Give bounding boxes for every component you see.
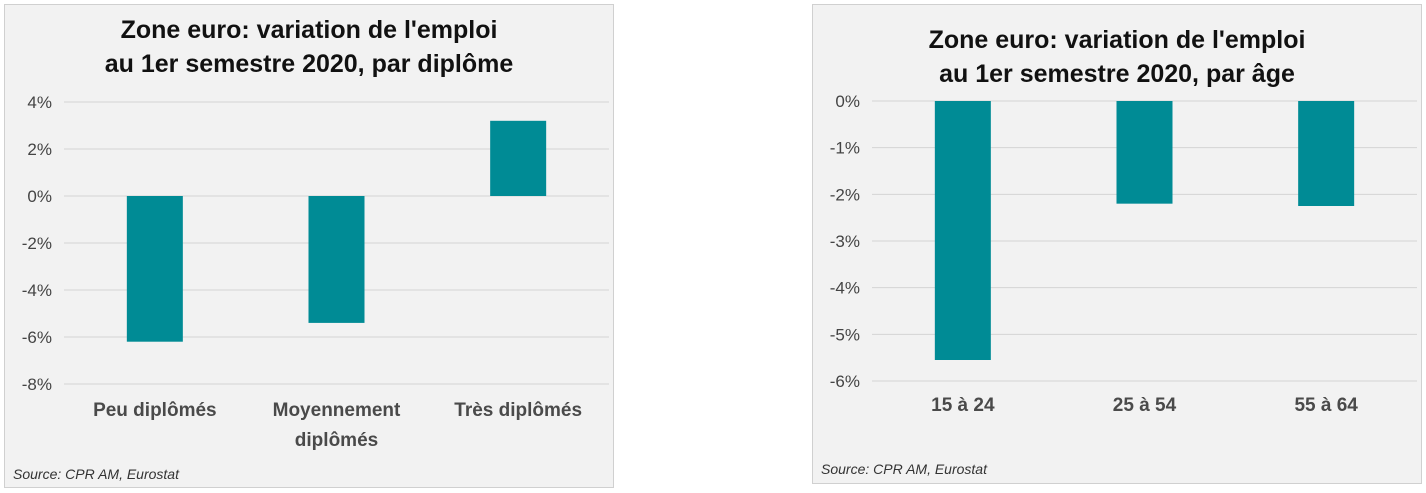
chart-title-line-2: au 1er semestre 2020, par diplôme [104, 50, 514, 78]
y-tick-label: -4% [830, 279, 860, 298]
y-tick-label: -1% [830, 139, 860, 158]
chart-title-line-1: Zone euro: variation de l'emploi [928, 26, 1306, 54]
x-category-label: 15 à 24 [931, 395, 995, 416]
x-category-label: Très diplômés [454, 400, 582, 421]
y-tick-label: -6% [830, 372, 860, 391]
bar-chart-diplome: 4% 2% 0% -2% -4% -6% -8% Peu diplômés Moyennemen… [22, 93, 609, 451]
bar [308, 196, 365, 323]
chart-title: Zone euro: variation de l'emploi au 1er … [5, 13, 613, 81]
x-category-label: diplômés [295, 430, 378, 451]
bar [934, 101, 991, 360]
y-tick-label: -5% [830, 325, 860, 344]
chart-source: Source: CPR AM, Eurostat [821, 461, 987, 477]
x-category-label: Moyennement [273, 400, 401, 421]
bar [126, 196, 183, 342]
y-tick-label: -2% [22, 234, 52, 253]
chart-panel-diplome: Zone euro: variation de l'emploi au 1er … [4, 4, 614, 488]
y-tick-label: 0% [835, 92, 860, 111]
bar [1116, 101, 1173, 204]
y-tick-label: 0% [27, 187, 52, 206]
bar [490, 120, 547, 196]
y-tick-label: 2% [27, 140, 52, 159]
chart-title-line-1: Zone euro: variation de l'emploi [120, 16, 498, 44]
bar-chart-age: 0% -1% -2% -3% -4% -5% -6% 15 à 24 25 à 54 55 à 6… [830, 92, 1417, 416]
y-tick-label: -6% [22, 328, 52, 347]
y-tick-label: -4% [22, 281, 52, 300]
chart-title-line-2: au 1er semestre 2020, par âge [939, 60, 1295, 88]
y-tick-label: -2% [830, 185, 860, 204]
bar [1298, 101, 1355, 206]
chart-source: Source: CPR AM, Eurostat [13, 466, 179, 482]
chart-panel-age: Zone euro: variation de l'emploi au 1er … [812, 4, 1422, 484]
y-tick-label: 4% [27, 93, 52, 112]
x-category-label: Peu diplômés [93, 400, 217, 421]
x-category-label: 25 à 54 [1113, 395, 1177, 416]
y-tick-label: -3% [830, 232, 860, 251]
x-category-label: 55 à 64 [1294, 395, 1358, 416]
chart-title: Zone euro: variation de l'emploi au 1er … [813, 23, 1421, 91]
y-tick-label: -8% [22, 375, 52, 394]
